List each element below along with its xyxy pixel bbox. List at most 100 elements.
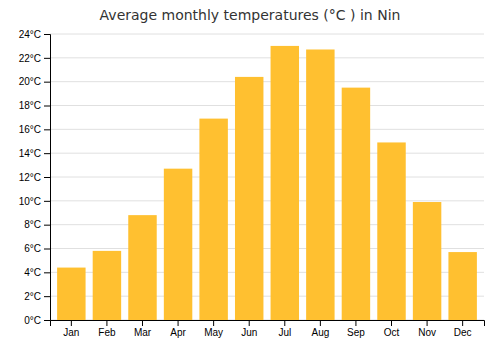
y-tick: 24°C [19,29,50,40]
grid-line [50,200,484,201]
bar [271,46,299,320]
bar [306,49,334,320]
x-tick-label: Aug [311,327,329,338]
x-axis-line [51,321,485,327]
x-tick: Dec [454,320,472,338]
x-tick-label: Dec [454,327,472,338]
y-tick-mark [44,225,50,226]
x-tick-mark [106,320,107,326]
x-tick-mark [391,320,392,326]
y-tick-label: 20°C [19,76,41,87]
y-tick-label: 4°C [24,267,41,278]
x-tick-label: Jun [241,327,257,338]
x-tick: Jul [278,320,291,338]
x-axis: Jan Feb Mar Apr May Jun Jul Aug Sep Oct Nov Dec [51,320,485,338]
y-tick-label: 18°C [19,100,41,111]
bar [235,77,263,320]
y-tick-label: 14°C [19,148,41,159]
x-tick: Jun [241,320,257,338]
plot: 0°C 2°C 4°C 6°C 8°C 10°C 12°C 14°C 16°C 18°C 20°C 2… [19,29,485,338]
y-tick: 8°C [24,219,50,230]
title: Average monthly temperatures (°C ) in Ni… [100,7,401,23]
x-tick-label: Oct [384,327,400,338]
x-tick-label: Feb [98,327,116,338]
x-tick: Aug [311,320,329,338]
y-tick-label: 24°C [19,29,41,40]
y-tick: 6°C [24,243,50,254]
x-tick-label: Sep [347,327,365,338]
y-tick: 16°C [19,124,50,135]
y-tick-label: 10°C [19,196,41,207]
y-tick-mark [44,34,50,35]
grid-line [50,105,484,106]
x-tick-mark [213,320,214,326]
bar [377,142,405,320]
x-tick: Oct [384,320,400,338]
bar [448,252,476,320]
bar [128,215,156,320]
bars [57,46,477,320]
y-tick-mark [44,320,50,321]
y-axis-line [44,35,51,321]
grid-line [50,34,484,35]
y-tick-mark [44,201,50,202]
y-tick-label: 2°C [24,291,41,302]
y-tick: 20°C [19,76,50,87]
grid-line [50,81,484,82]
grid-line [50,153,484,154]
x-tick-label: Apr [170,327,186,338]
x-tick-mark [284,320,285,326]
x-tick: May [204,320,223,338]
bar [413,202,441,320]
x-tick: Apr [170,320,186,338]
bar [342,88,370,320]
x-tick-mark [71,320,72,326]
x-tick-mark [142,320,143,326]
x-tick-label: May [204,327,223,338]
y-tick-label: 6°C [24,243,41,254]
y-tick-mark [44,58,50,59]
y-tick: 14°C [19,148,50,159]
x-tick-mark [320,320,321,326]
x-tick: Feb [98,320,116,338]
y-tick-label: 16°C [19,124,41,135]
grid-line [50,177,484,178]
y-tick: 10°C [19,196,50,207]
y-tick-mark [44,129,50,130]
bar [93,251,121,320]
grid [50,34,484,320]
x-tick-mark [178,320,179,326]
y-tick-label: 12°C [19,172,41,183]
bar [199,119,227,320]
x-tick-mark [355,320,356,326]
x-tick-mark [249,320,250,326]
y-tick: 2°C [24,291,50,302]
y-tick-label: 0°C [24,315,41,326]
y-tick-mark [44,177,50,178]
y-tick: 4°C [24,267,50,278]
x-tick-mark [462,320,463,326]
y-tick: 22°C [19,53,50,64]
x-tick-label: Mar [134,327,152,338]
x-tick: Jan [63,320,79,338]
y-tick-mark [44,272,50,273]
y-tick: 18°C [19,100,50,111]
y-tick: 0°C [24,315,50,326]
y-tick-mark [44,249,50,250]
y-tick-label: 22°C [19,53,41,64]
y-tick: 12°C [19,172,50,183]
y-tick-mark [44,82,50,83]
bar [57,268,85,320]
x-tick: Sep [347,320,365,338]
x-tick-mark [427,320,428,326]
y-tick-label: 8°C [24,219,41,230]
x-tick-label: Nov [418,327,436,338]
x-tick-label: Jan [63,327,79,338]
grid-line [50,129,484,130]
x-tick: Nov [418,320,436,338]
bar [164,169,192,320]
y-tick-mark [44,153,50,154]
chart: Average monthly temperatures (°C ) in Ni… [0,0,500,350]
grid-line [50,57,484,58]
x-tick-label: Jul [278,327,291,338]
